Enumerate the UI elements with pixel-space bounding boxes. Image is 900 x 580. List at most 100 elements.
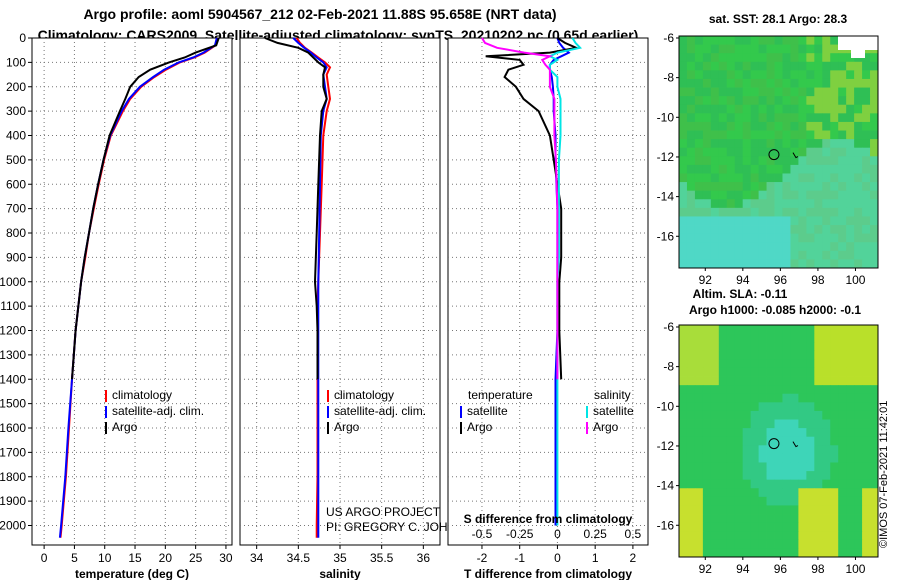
sst-map-cell [734, 130, 744, 140]
sla-map-cell [798, 453, 807, 463]
sla-map-cell [710, 402, 720, 412]
sla-map-cell [758, 462, 767, 472]
salinity-panel-xlabel: salinity [319, 567, 361, 580]
sst-map-cell [742, 87, 752, 97]
sla-map-cell [846, 514, 855, 524]
sst-map-cell [679, 96, 688, 106]
sla-map-cell [854, 428, 863, 438]
sst-map-cell [710, 242, 720, 252]
sst-map-cell [862, 104, 871, 114]
sla-map-cell [679, 385, 688, 395]
sla-map-cell [758, 350, 767, 360]
sst-map-cell [798, 121, 807, 131]
sla-map-cell [742, 445, 752, 455]
sla-map-cell [694, 350, 704, 360]
sst-map-cell [694, 173, 704, 183]
sla-map-cell [718, 350, 728, 360]
sst-map-cell [679, 233, 688, 243]
sla-map-cell [742, 325, 752, 334]
sla-map-cell [830, 445, 839, 455]
sst-map-cell [830, 104, 839, 114]
sst-map-cell [814, 250, 823, 260]
sst-map-cell [862, 190, 871, 200]
sst-map-cell [726, 44, 736, 54]
sla-map-cell [679, 393, 688, 403]
sla-map-cell [782, 333, 791, 343]
sla-map-cell [742, 453, 752, 463]
sst-map-cell [766, 44, 775, 54]
sst-map-cell [790, 104, 799, 114]
sst-map-cell [822, 121, 831, 131]
temperature-panel-ytick-label: 200 [6, 80, 26, 94]
sst-map-cell [806, 259, 815, 269]
sla-map-cell [686, 505, 696, 515]
sla-map-cell [726, 376, 736, 386]
sla-map-cell [806, 462, 815, 472]
sla-map-cell [862, 522, 871, 532]
sla-map-cell [702, 436, 712, 446]
sla-map-cell [702, 325, 712, 334]
sla-map-cell [846, 522, 855, 532]
sla-map-cell [686, 350, 696, 360]
sst-map-cell [774, 173, 783, 183]
sla-map-cell [774, 428, 783, 438]
sst-map-cell [758, 36, 767, 45]
sst-map-cell [790, 53, 799, 63]
sst-map-cell [814, 113, 823, 123]
sla-map-cell [862, 428, 871, 438]
sst-map-cell [694, 190, 704, 200]
sla-map-cell [679, 342, 688, 352]
sla-map-cell [766, 333, 775, 343]
sla-map-cell [774, 325, 783, 334]
sst-map-cell [854, 207, 863, 217]
sla-map-cell [774, 471, 783, 481]
sst-map-cell [710, 156, 720, 166]
sla-map-cell [790, 514, 799, 524]
sst-map-cell [774, 44, 783, 54]
sla-map-cell [814, 462, 823, 472]
sst-map-cell [774, 199, 783, 209]
sst-map-cell [734, 96, 744, 106]
sst-map-cell [862, 70, 871, 80]
salinity-panel-legend-label: satellite-adj. clim. [334, 404, 426, 418]
sst-map-cell [782, 156, 791, 166]
sla-map-cell [710, 488, 720, 498]
sla-map-cell [870, 488, 879, 498]
sla-map-cell [694, 393, 704, 403]
sla-map-cell [830, 419, 839, 429]
sst-map-cell [838, 250, 847, 260]
sla-map-cell [862, 393, 871, 403]
sst-map-cell [686, 182, 696, 192]
sla-map-cell [702, 402, 712, 412]
sla-map-cell [846, 445, 855, 455]
sla-map-cell [750, 479, 759, 489]
sla-map-cell [846, 385, 855, 395]
sst-map-cell [679, 53, 688, 63]
sst-map-cell [710, 250, 720, 260]
sla-map-cell [854, 333, 863, 343]
sst-map-cell [798, 36, 807, 45]
sla-map-cell [766, 376, 775, 386]
sst-map-cell [798, 207, 807, 217]
sla-map-ytick-label: -10 [657, 399, 675, 413]
sla-map-cell [758, 531, 767, 541]
sla-map-cell [814, 453, 823, 463]
salinity-panel-xtick-label: 35.5 [370, 551, 394, 565]
sst-map-cell [726, 164, 736, 174]
sla-map-cell [750, 505, 759, 515]
sst-map-cell [702, 173, 712, 183]
sst-map-cell [718, 53, 728, 63]
sla-map-cell [806, 488, 815, 498]
sst-map-cell [798, 44, 807, 54]
sla-map-cell [766, 393, 775, 403]
sst-map-cell [838, 182, 847, 192]
sst-map-cell [726, 61, 736, 71]
sla-map-cell [750, 376, 759, 386]
sla-map-cell [862, 453, 871, 463]
sst-map-cell [822, 113, 831, 123]
sla-map-cell [798, 419, 807, 429]
sst-map-cell [686, 242, 696, 252]
sst-map-cell [758, 70, 767, 80]
sst-map-cell [686, 44, 696, 54]
sla-map-cell [782, 496, 791, 506]
